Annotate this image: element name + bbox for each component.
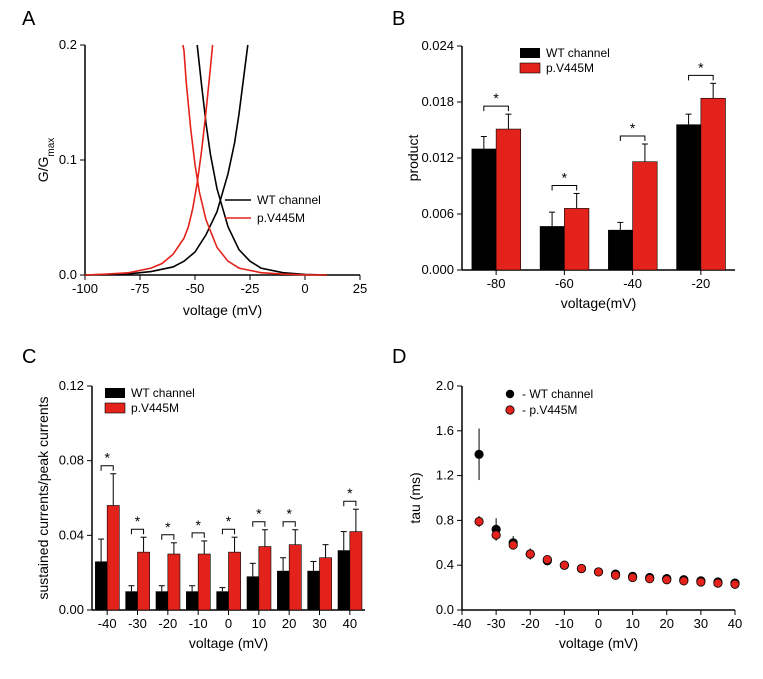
- svg-text:20: 20: [660, 616, 674, 631]
- svg-text:30: 30: [694, 616, 708, 631]
- svg-text:-20: -20: [521, 616, 540, 631]
- svg-text:0.0: 0.0: [436, 602, 454, 617]
- svg-text:0.024: 0.024: [421, 38, 454, 53]
- svg-text:30: 30: [312, 616, 326, 631]
- svg-text:40: 40: [728, 616, 742, 631]
- svg-text:G/Gmax: G/Gmax: [35, 138, 57, 183]
- svg-text:2.0: 2.0: [436, 378, 454, 393]
- panel-c: 0.00 0.04 0.08 0.12 * -40 * -30 * -20 * -10 * 0 * 10 * 20…: [30, 370, 370, 670]
- svg-text:sustained currents/peak curren: sustained currents/peak currents: [35, 396, 51, 599]
- svg-text:- p.V445M: - p.V445M: [522, 403, 577, 417]
- svg-text:40: 40: [343, 616, 357, 631]
- svg-text:0.018: 0.018: [421, 94, 454, 109]
- panel-label-a: A: [22, 8, 35, 31]
- svg-text:WT channel: WT channel: [546, 46, 610, 60]
- svg-text:*: *: [104, 450, 110, 466]
- svg-text:p.V445M: p.V445M: [257, 211, 305, 225]
- svg-text:25: 25: [353, 281, 367, 296]
- svg-text:voltage (mV): voltage (mV): [189, 635, 268, 651]
- svg-text:1.2: 1.2: [436, 468, 454, 483]
- figure: A B C D 0.00.10.2-100-75-50-25025WT chan…: [0, 0, 763, 679]
- svg-text:*: *: [347, 485, 353, 501]
- svg-text:WT channel: WT channel: [257, 193, 321, 207]
- svg-text:0.012: 0.012: [421, 150, 454, 165]
- svg-text:0: 0: [225, 616, 232, 631]
- svg-text:-50: -50: [186, 281, 205, 296]
- svg-text:20: 20: [282, 616, 296, 631]
- svg-text:0: 0: [301, 281, 308, 296]
- svg-text:0.0: 0.0: [59, 267, 77, 282]
- svg-text:voltage(mV): voltage(mV): [561, 295, 636, 311]
- svg-text:0: 0: [595, 616, 602, 631]
- panel-label-b: B: [392, 8, 405, 31]
- svg-text:0.1: 0.1: [59, 152, 77, 167]
- svg-text:0.8: 0.8: [436, 512, 454, 527]
- svg-text:0.08: 0.08: [59, 453, 84, 468]
- svg-text:-40: -40: [623, 276, 642, 291]
- svg-text:-10: -10: [555, 616, 574, 631]
- svg-text:-30: -30: [128, 616, 147, 631]
- svg-text:-60: -60: [555, 276, 574, 291]
- svg-text:-40: -40: [453, 616, 472, 631]
- svg-text:*: *: [195, 517, 201, 533]
- panel-label-c: C: [22, 346, 36, 369]
- svg-text:0.12: 0.12: [59, 378, 84, 393]
- svg-text:-10: -10: [189, 616, 208, 631]
- panel-a: 0.0 0.1 0.2 -100 -75 -50 -25 0 25 WT channel p.V44…: [30, 30, 370, 330]
- svg-text:1.6: 1.6: [436, 423, 454, 438]
- svg-text:*: *: [562, 169, 568, 185]
- svg-text:10: 10: [625, 616, 639, 631]
- svg-text:0.2: 0.2: [59, 37, 77, 52]
- svg-text:voltage (mV): voltage (mV): [559, 635, 638, 651]
- svg-text:voltage (mV): voltage (mV): [183, 302, 262, 318]
- svg-text:*: *: [135, 513, 141, 529]
- svg-text:*: *: [256, 506, 262, 522]
- svg-text:0.4: 0.4: [436, 557, 454, 572]
- svg-text:product: product: [405, 135, 421, 182]
- svg-text:- WT channel: - WT channel: [522, 387, 593, 401]
- svg-text:*: *: [165, 519, 171, 535]
- svg-text:*: *: [226, 513, 232, 529]
- panel-label-d: D: [392, 346, 406, 369]
- svg-text:tau (ms): tau (ms): [407, 472, 423, 523]
- svg-text:p.V445M: p.V445M: [131, 401, 179, 415]
- svg-text:*: *: [630, 120, 636, 136]
- panel-d: 0.0 0.4 0.8 1.2 1.6 2.0 -40 -30 -20 -10 0 10 20 30 40 -…: [400, 370, 745, 670]
- svg-text:p.V445M: p.V445M: [546, 61, 594, 75]
- svg-text:-20: -20: [691, 276, 710, 291]
- svg-text:-75: -75: [131, 281, 150, 296]
- svg-text:-80: -80: [487, 276, 506, 291]
- svg-text:-30: -30: [487, 616, 506, 631]
- svg-text:10: 10: [252, 616, 266, 631]
- panel-b: 0.000 0.006 0.012 0.018 0.024 * -80 * -60 * -40 * -2…: [400, 30, 745, 330]
- svg-text:-100: -100: [72, 281, 98, 296]
- svg-text:-40: -40: [98, 616, 117, 631]
- svg-text:*: *: [493, 90, 499, 106]
- svg-text:0.00: 0.00: [59, 602, 84, 617]
- svg-text:0.000: 0.000: [421, 262, 454, 277]
- svg-text:0.006: 0.006: [421, 206, 454, 221]
- svg-text:-20: -20: [158, 616, 177, 631]
- svg-text:WT channel: WT channel: [131, 386, 195, 400]
- svg-text:*: *: [698, 59, 704, 75]
- svg-text:0.04: 0.04: [59, 527, 84, 542]
- svg-text:-25: -25: [241, 281, 260, 296]
- svg-text:*: *: [286, 506, 292, 522]
